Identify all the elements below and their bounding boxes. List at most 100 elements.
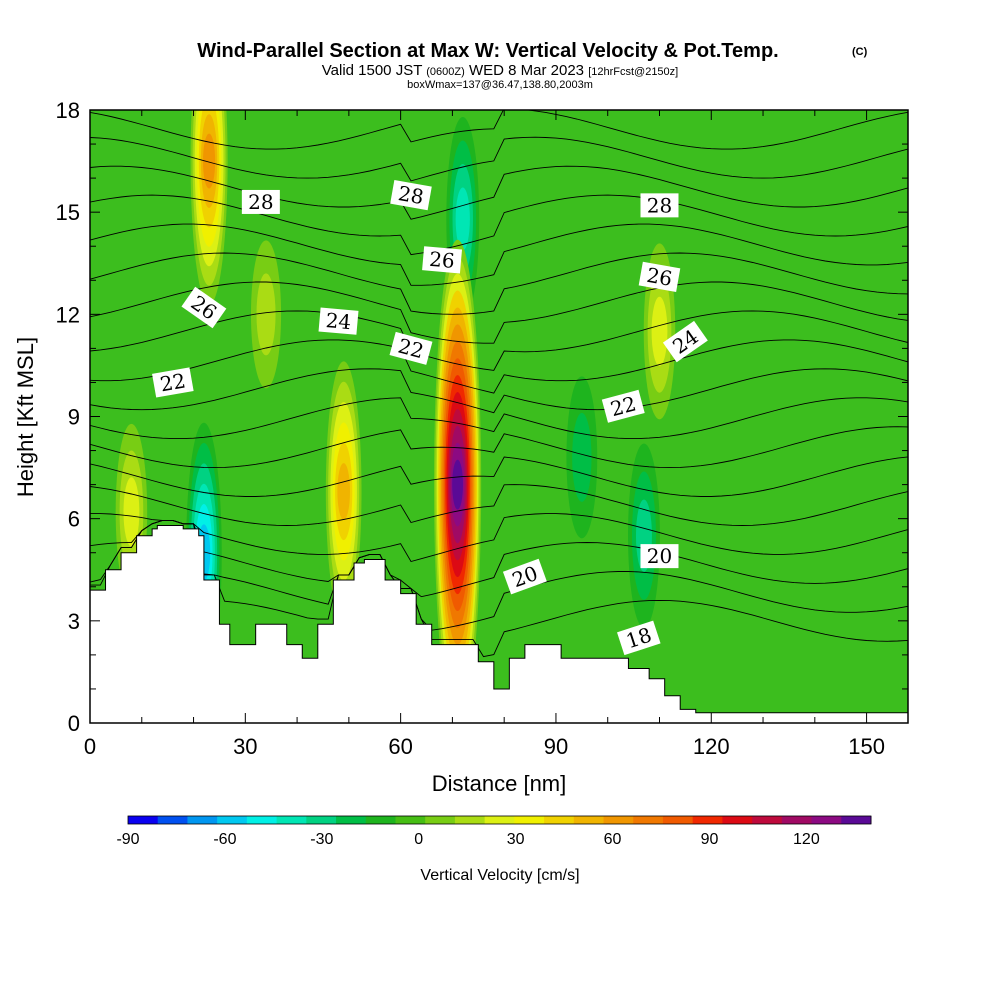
x-tick-label: 0 <box>84 734 96 759</box>
x-tick-label: 120 <box>693 734 730 759</box>
colorbar-swatch <box>514 816 545 824</box>
contour-label-box <box>422 246 463 274</box>
valid-time: Valid 1500 JST <box>322 62 422 79</box>
colorbar-swatch <box>276 816 307 824</box>
contour-label-text: 28 <box>396 181 425 209</box>
colorbar-swatch <box>662 816 694 824</box>
contour-label-box <box>241 189 280 214</box>
colorbar-swatch <box>484 816 515 824</box>
colorbar-swatch <box>573 816 605 824</box>
y-tick-label: 15 <box>56 200 80 225</box>
colorbar-tick-label: 60 <box>604 831 622 848</box>
velocity-band <box>337 463 350 520</box>
contour-label-box <box>318 307 359 335</box>
velocity-band <box>123 477 140 547</box>
theta-contours <box>90 110 908 658</box>
contour-label-box <box>389 331 433 365</box>
colorbar-tick-label: -30 <box>310 831 333 848</box>
x-axis-label: Distance [nm] <box>432 771 567 796</box>
colorbar-swatch <box>841 816 872 824</box>
colorbar: -90 -60 -30 0 30 60 90 120 <box>116 815 872 848</box>
theta-contour-line <box>90 252 908 315</box>
theta-contour-line <box>90 110 908 150</box>
contour-label: 24 <box>318 307 359 335</box>
velocity-feature <box>566 376 598 539</box>
colorbar-swatch <box>246 816 278 824</box>
theta-contour-line <box>90 519 908 598</box>
colorbar-swatch <box>365 816 396 824</box>
contour-label-box <box>662 320 708 363</box>
contour-label: 26 <box>638 261 681 292</box>
contour-label: 28 <box>241 189 280 214</box>
contour-label: 26 <box>422 246 463 274</box>
contour-label-text: 26 <box>645 263 674 291</box>
colorbar-swatch <box>781 816 813 824</box>
theta-contour-line <box>90 513 908 563</box>
theta-contour-line <box>90 426 908 469</box>
y-axis-label: Height [Kft MSL] <box>13 337 38 497</box>
colorbar-swatch <box>692 816 723 824</box>
velocity-band <box>455 187 470 251</box>
colorbar-label: Vertical Velocity [cm/s] <box>420 867 579 884</box>
velocity-band <box>572 412 592 502</box>
valid-utc: (0600Z) <box>426 66 465 78</box>
velocity-feature <box>325 361 362 622</box>
contour-label-text: 20 <box>647 544 672 568</box>
y-tick-label: 3 <box>68 609 80 634</box>
colorbar-swatch <box>454 816 486 824</box>
velocity-band <box>256 273 276 356</box>
contour-label-text: 22 <box>158 368 187 396</box>
colorbar-swatch <box>752 816 783 824</box>
velocity-feature <box>446 116 480 321</box>
colorbar-swatch <box>128 816 159 824</box>
colorbar-swatch <box>425 816 456 824</box>
contour-label: 18 <box>617 620 661 656</box>
theta-contour-line <box>90 165 908 220</box>
theta-contour-line <box>90 310 908 371</box>
theta-contour-line <box>90 339 908 394</box>
colorbar-swatch <box>722 816 753 824</box>
forecast-info: [12hrFcst@2150z] <box>588 66 678 78</box>
colorbar-swatch <box>306 816 337 824</box>
contour-label: 22 <box>601 389 645 423</box>
chart-title: Wind-Parallel Section at Max W: Vertical… <box>197 40 778 62</box>
x-axis: 0 30 60 90 120 150 <box>84 110 885 759</box>
chart-subtitle: Valid 1500 JST (0600Z) WED 8 Mar 2023 [1… <box>322 62 678 79</box>
contour-label-box <box>640 193 679 218</box>
x-tick-label: 150 <box>848 734 885 759</box>
y-tick-label: 0 <box>68 711 80 736</box>
theta-contour-line <box>90 194 908 256</box>
contour-label: 20 <box>640 544 679 569</box>
colorbar-swatch <box>603 816 634 824</box>
y-axis: 0 3 6 9 12 15 18 <box>56 98 908 736</box>
colorbar-tick-label: -90 <box>116 831 139 848</box>
colorbar-tick-label: 30 <box>507 831 525 848</box>
colorbar-tick-label: -60 <box>213 831 236 848</box>
velocity-band <box>651 296 668 367</box>
x-tick-label: 60 <box>388 734 412 759</box>
colorbar-tick-label: 120 <box>793 831 820 848</box>
contour-label: 28 <box>390 180 432 211</box>
terrain-mask <box>90 524 908 723</box>
y-tick-label: 12 <box>56 302 80 327</box>
theta-contour-line <box>90 397 908 440</box>
contour-label-box <box>638 261 681 292</box>
contour-label-text: 24 <box>325 308 352 334</box>
theta-contour-line <box>90 484 908 526</box>
contour-label-box <box>181 286 227 329</box>
colorbar-swatch <box>633 816 664 824</box>
theta-contour-line <box>90 519 908 631</box>
x-tick-label: 90 <box>544 734 568 759</box>
colorbar-swatch <box>157 816 188 824</box>
y-tick-label: 6 <box>68 507 80 532</box>
colorbar-swatch <box>336 816 367 824</box>
contour-label: 20 <box>502 558 547 595</box>
x-tick-label: 30 <box>233 734 257 759</box>
colorbar-swatch <box>395 816 426 824</box>
velocity-feature <box>433 239 482 723</box>
theta-contour-line <box>90 519 908 658</box>
contour-label-box <box>152 367 194 398</box>
contour-label-text: 28 <box>248 190 273 214</box>
